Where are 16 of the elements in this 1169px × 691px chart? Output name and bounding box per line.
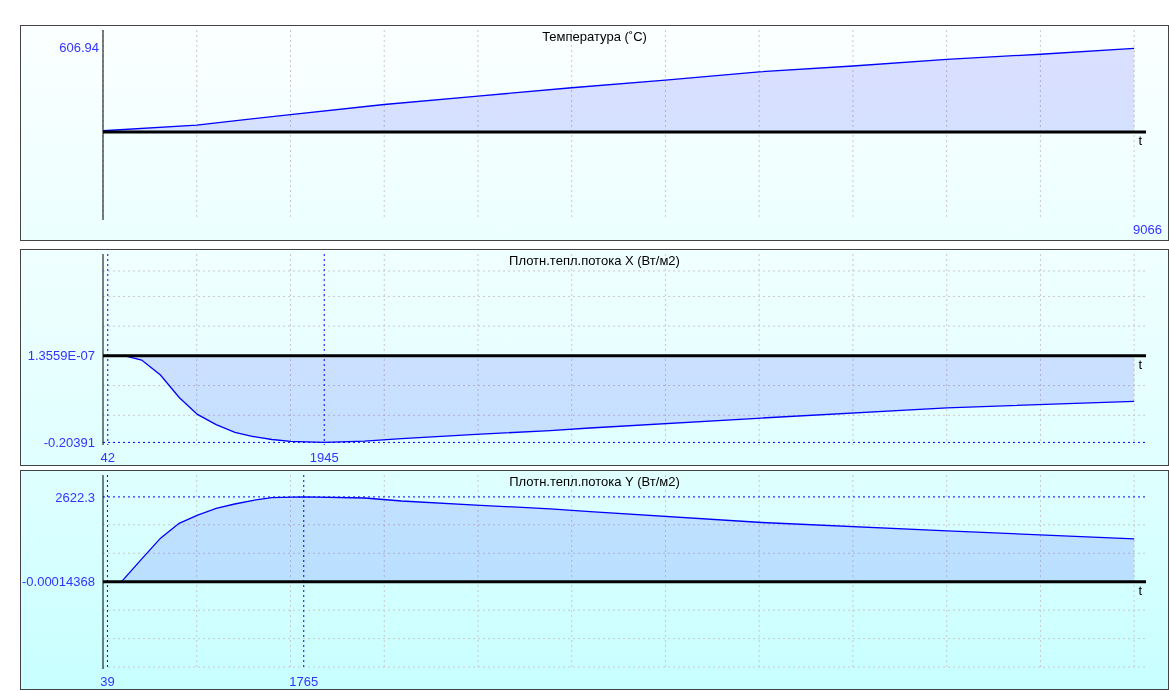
x-tick-label: 39 [100,674,115,690]
chart-title: Плотн.тепл.потока X (Вт/м2) [508,253,681,268]
y-tick-label: -0.00014368 [21,574,95,590]
y-tick-label: 1.3559E-07 [27,348,95,364]
y-tick-label: 2622.3 [55,489,95,505]
x-tick-label: 1945 [309,450,339,466]
text: 9066 [1133,222,1162,237]
x-tick-label: 1765 [289,674,319,690]
chart-title: Плотн.тепл.потока Y (Вт/м2) [508,474,681,489]
x-axis-title: t [1138,133,1143,149]
x-axis-title: t [1138,582,1143,598]
x-axis-title: t [1138,357,1143,373]
chart-title: Температура (˚C) [542,29,647,44]
text: 606.94 [58,40,99,55]
x-tick-label: 42 [100,450,116,466]
y-tick-label: -0.20391 [43,435,95,451]
